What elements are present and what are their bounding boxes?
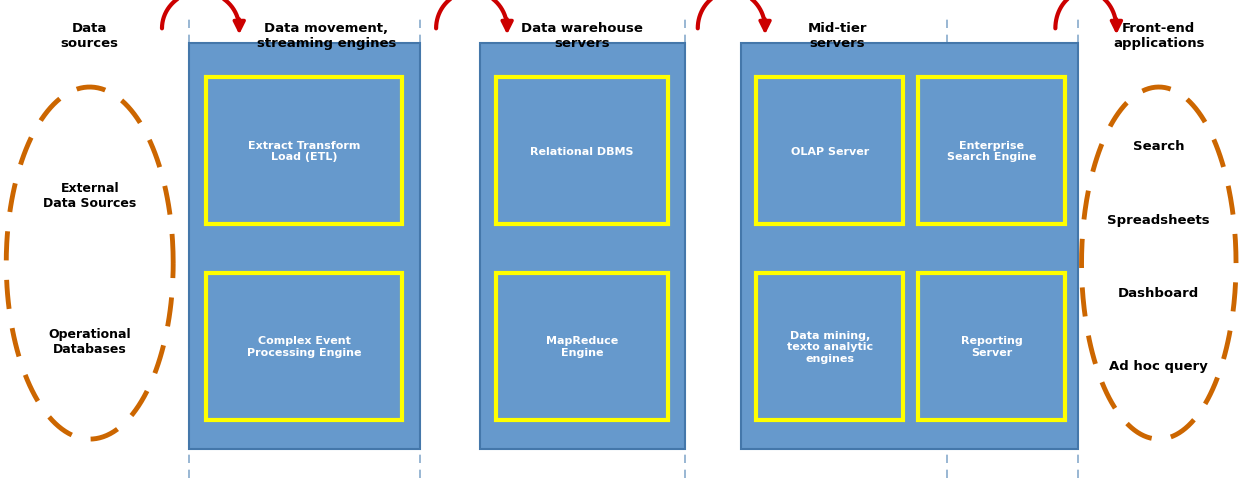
Text: External
Data Sources: External Data Sources bbox=[44, 181, 136, 209]
Text: OLAP Server: OLAP Server bbox=[791, 146, 868, 156]
Bar bbox=[206, 273, 402, 420]
Text: Enterprise
Search Engine: Enterprise Search Engine bbox=[947, 141, 1037, 162]
Bar bbox=[496, 78, 668, 224]
Text: Ad hoc query: Ad hoc query bbox=[1109, 360, 1209, 372]
Text: Dashboard: Dashboard bbox=[1118, 286, 1200, 299]
Text: Data movement,
streaming engines: Data movement, streaming engines bbox=[257, 22, 396, 50]
Text: Relational DBMS: Relational DBMS bbox=[530, 146, 634, 156]
Bar bbox=[741, 44, 1078, 449]
Text: Data mining,
texto analytic
engines: Data mining, texto analytic engines bbox=[786, 330, 873, 363]
Text: Search: Search bbox=[1133, 140, 1185, 153]
Text: Front-end
applications: Front-end applications bbox=[1113, 22, 1205, 50]
Text: Operational
Databases: Operational Databases bbox=[49, 327, 131, 356]
Bar bbox=[189, 44, 420, 449]
Text: MapReduce
Engine: MapReduce Engine bbox=[546, 336, 618, 357]
Text: Mid-tier
servers: Mid-tier servers bbox=[807, 22, 867, 50]
Text: Complex Event
Processing Engine: Complex Event Processing Engine bbox=[247, 336, 361, 357]
Bar bbox=[918, 78, 1065, 224]
Text: Reporting
Server: Reporting Server bbox=[961, 336, 1023, 357]
Bar bbox=[496, 273, 668, 420]
Text: Extract Transform
Load (ETL): Extract Transform Load (ETL) bbox=[248, 141, 360, 162]
Bar bbox=[756, 273, 903, 420]
Text: Data
sources: Data sources bbox=[61, 22, 118, 50]
Text: Data warehouse
servers: Data warehouse servers bbox=[521, 22, 643, 50]
Bar bbox=[206, 78, 402, 224]
Bar bbox=[480, 44, 685, 449]
Bar bbox=[918, 273, 1065, 420]
Text: Spreadsheets: Spreadsheets bbox=[1108, 213, 1210, 226]
Bar bbox=[756, 78, 903, 224]
